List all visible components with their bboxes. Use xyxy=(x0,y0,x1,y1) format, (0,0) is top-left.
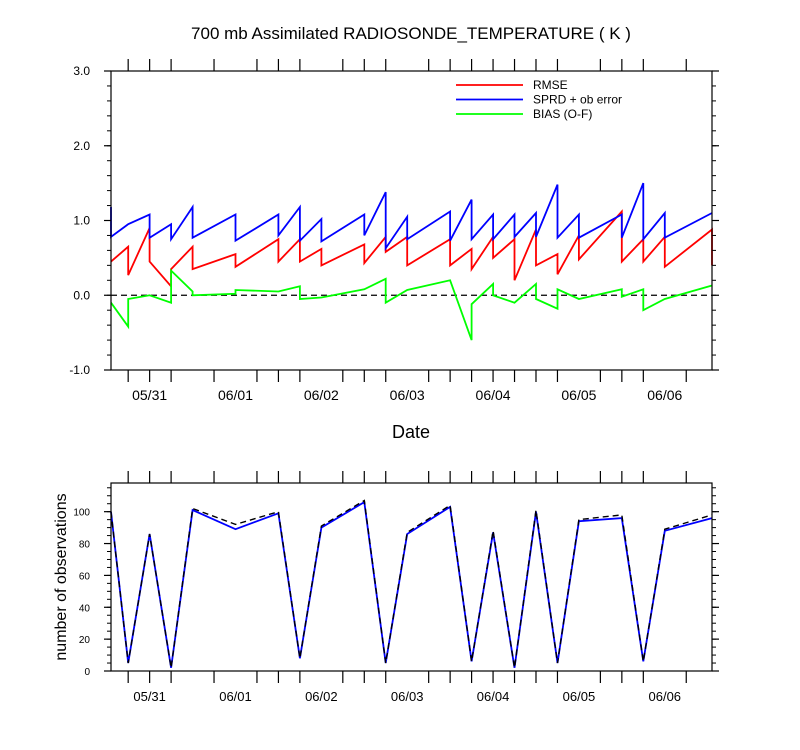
bottom-series-group xyxy=(110,499,713,668)
bottom-series-line-1 xyxy=(110,499,713,668)
top-x-tick-label: 06/06 xyxy=(647,387,682,403)
bottom-x-tick-label: 06/03 xyxy=(391,689,424,704)
bottom-y-tick-label: 20 xyxy=(79,635,91,646)
x-axis-label: Date xyxy=(392,422,430,442)
top-y-tick-label: 2.0 xyxy=(73,139,90,153)
top-x-tick-label: 06/05 xyxy=(561,387,596,403)
bottom-y-tick-label: 80 xyxy=(79,540,91,551)
bottom-panel: 0 20 40 60 80 100 05/31 06/01 06/02 06/03 06/04 06/… xyxy=(53,471,719,704)
top-y-tick-label: 3.0 xyxy=(73,64,90,78)
top-series-line-0 xyxy=(110,209,713,289)
bottom-x-tick-label: 06/06 xyxy=(649,689,682,704)
top-series-line-1 xyxy=(110,182,713,252)
chart-title: 700 mb Assimilated RADIOSONDE_TEMPERATUR… xyxy=(191,24,631,43)
bottom-axes-group: 0 20 40 60 80 100 05/31 06/01 06/02 06/03 06/04 06/… xyxy=(73,471,719,704)
legend-label-2: BIAS (O-F) xyxy=(533,107,592,121)
bottom-y-tick-label: 40 xyxy=(79,603,91,614)
bottom-series-line-0 xyxy=(110,500,713,668)
y-axis-label: number of observations xyxy=(53,493,70,660)
top-series-group xyxy=(110,182,713,341)
top-y-tick-label: -1.0 xyxy=(69,363,90,377)
bottom-x-tick-label: 06/02 xyxy=(305,689,338,704)
bottom-x-tick-label: 06/04 xyxy=(477,689,510,704)
bottom-y-tick-label: 0 xyxy=(84,667,90,678)
top-x-tick-label: 06/01 xyxy=(218,387,253,403)
legend-label-1: SPRD + ob error xyxy=(533,93,622,107)
bottom-y-tick-label: 100 xyxy=(73,508,90,519)
bottom-x-tick-label: 05/31 xyxy=(133,689,166,704)
top-series-line-2 xyxy=(110,268,713,341)
legend-label-0: RMSE xyxy=(533,78,568,92)
bottom-x-tick-label: 06/05 xyxy=(563,689,596,704)
top-x-tick-label: 06/04 xyxy=(476,387,511,403)
bottom-plot-frame xyxy=(110,482,713,672)
bottom-y-tick-label: 60 xyxy=(79,571,91,582)
top-x-tick-label: 06/03 xyxy=(390,387,425,403)
top-x-tick-label: 05/31 xyxy=(132,387,167,403)
top-y-tick-label: 1.0 xyxy=(73,214,90,228)
bottom-x-tick-label: 06/01 xyxy=(219,689,252,704)
top-axes-group: -1.0 0.0 1.0 2.0 3.0 05/31 06/01 06/02 06/03 06/0… xyxy=(69,59,719,403)
top-panel: 700 mb Assimilated RADIOSONDE_TEMPERATUR… xyxy=(69,24,719,442)
top-y-tick-label: 0.0 xyxy=(73,288,90,302)
top-x-tick-label: 06/02 xyxy=(304,387,339,403)
